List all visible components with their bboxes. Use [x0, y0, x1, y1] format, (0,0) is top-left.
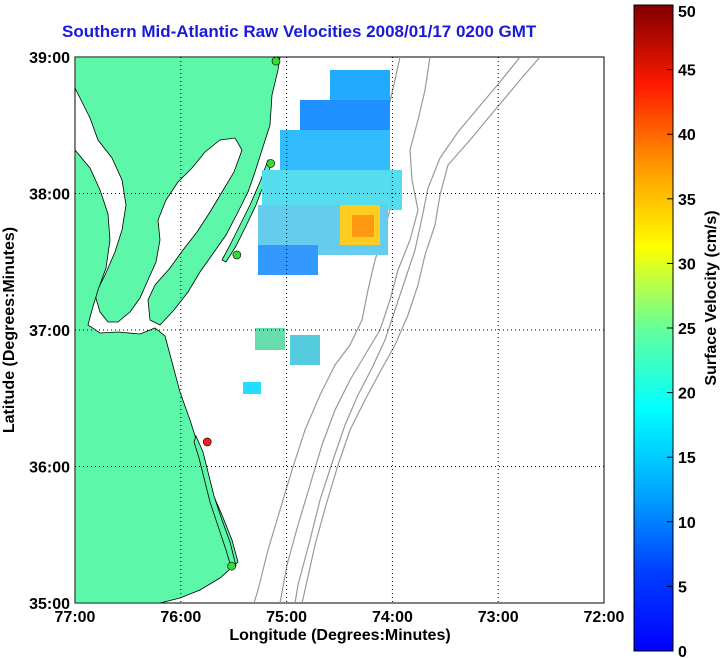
radar-station-marker — [232, 250, 242, 260]
y-tick-label: 36:00 — [29, 460, 70, 477]
chart-title: Southern Mid-Atlantic Raw Velocities 200… — [62, 22, 537, 41]
colorbar-tick-label: 35 — [678, 192, 696, 209]
colorbar-tick-label: 50 — [678, 4, 696, 21]
colorbar-tick-label: 40 — [678, 127, 696, 144]
y-tick-label: 39:00 — [29, 50, 70, 67]
y-tick-label: 38:00 — [29, 187, 70, 204]
x-ticks: 77:00 76:00 75:00 74:00 73:00 72:00 — [55, 609, 625, 626]
bathymetry-contours — [253, 57, 541, 603]
colorbar-tick-label: 30 — [678, 256, 696, 273]
radar-stations — [202, 57, 281, 571]
y-ticks: 39:00 38:00 37:00 36:00 35:00 — [29, 50, 70, 613]
radar-station-marker — [266, 159, 276, 168]
radar-station-marker — [202, 437, 212, 447]
x-tick-label: 73:00 — [478, 609, 519, 626]
velocity-field — [243, 70, 402, 394]
x-tick-label: 76:00 — [160, 609, 201, 626]
colorbar-label: Surface Velocity (cm/s) — [703, 210, 720, 385]
colorbar-tick-label: 25 — [678, 321, 696, 338]
x-tick-label: 75:00 — [266, 609, 307, 626]
colorbar-tick-label: 5 — [678, 579, 687, 596]
y-axis-label: Latitude (Degrees:Minutes) — [1, 227, 18, 433]
colorbar-tick-label: 10 — [678, 515, 696, 532]
colorbar-tick-label: 45 — [678, 63, 696, 80]
x-tick-label: 74:00 — [372, 609, 413, 626]
x-axis-label: Longitude (Degrees:Minutes) — [229, 627, 450, 644]
y-tick-label: 37:00 — [29, 323, 70, 340]
land — [75, 57, 281, 603]
radar-station-marker — [227, 561, 236, 571]
x-tick-label: 72:00 — [584, 609, 625, 626]
colorbar — [633, 4, 674, 652]
x-tick-label: 77:00 — [55, 609, 96, 626]
colorbar-tick-label: 15 — [678, 450, 696, 467]
y-tick-label: 35:00 — [29, 596, 70, 613]
colorbar-tick-label: 0 — [678, 644, 687, 659]
grid — [75, 57, 604, 603]
radar-station-marker — [271, 57, 281, 66]
colorbar-ticks: 0 5 10 15 20 25 30 35 40 45 50 — [667, 4, 696, 659]
colorbar-tick-label: 20 — [678, 386, 696, 403]
